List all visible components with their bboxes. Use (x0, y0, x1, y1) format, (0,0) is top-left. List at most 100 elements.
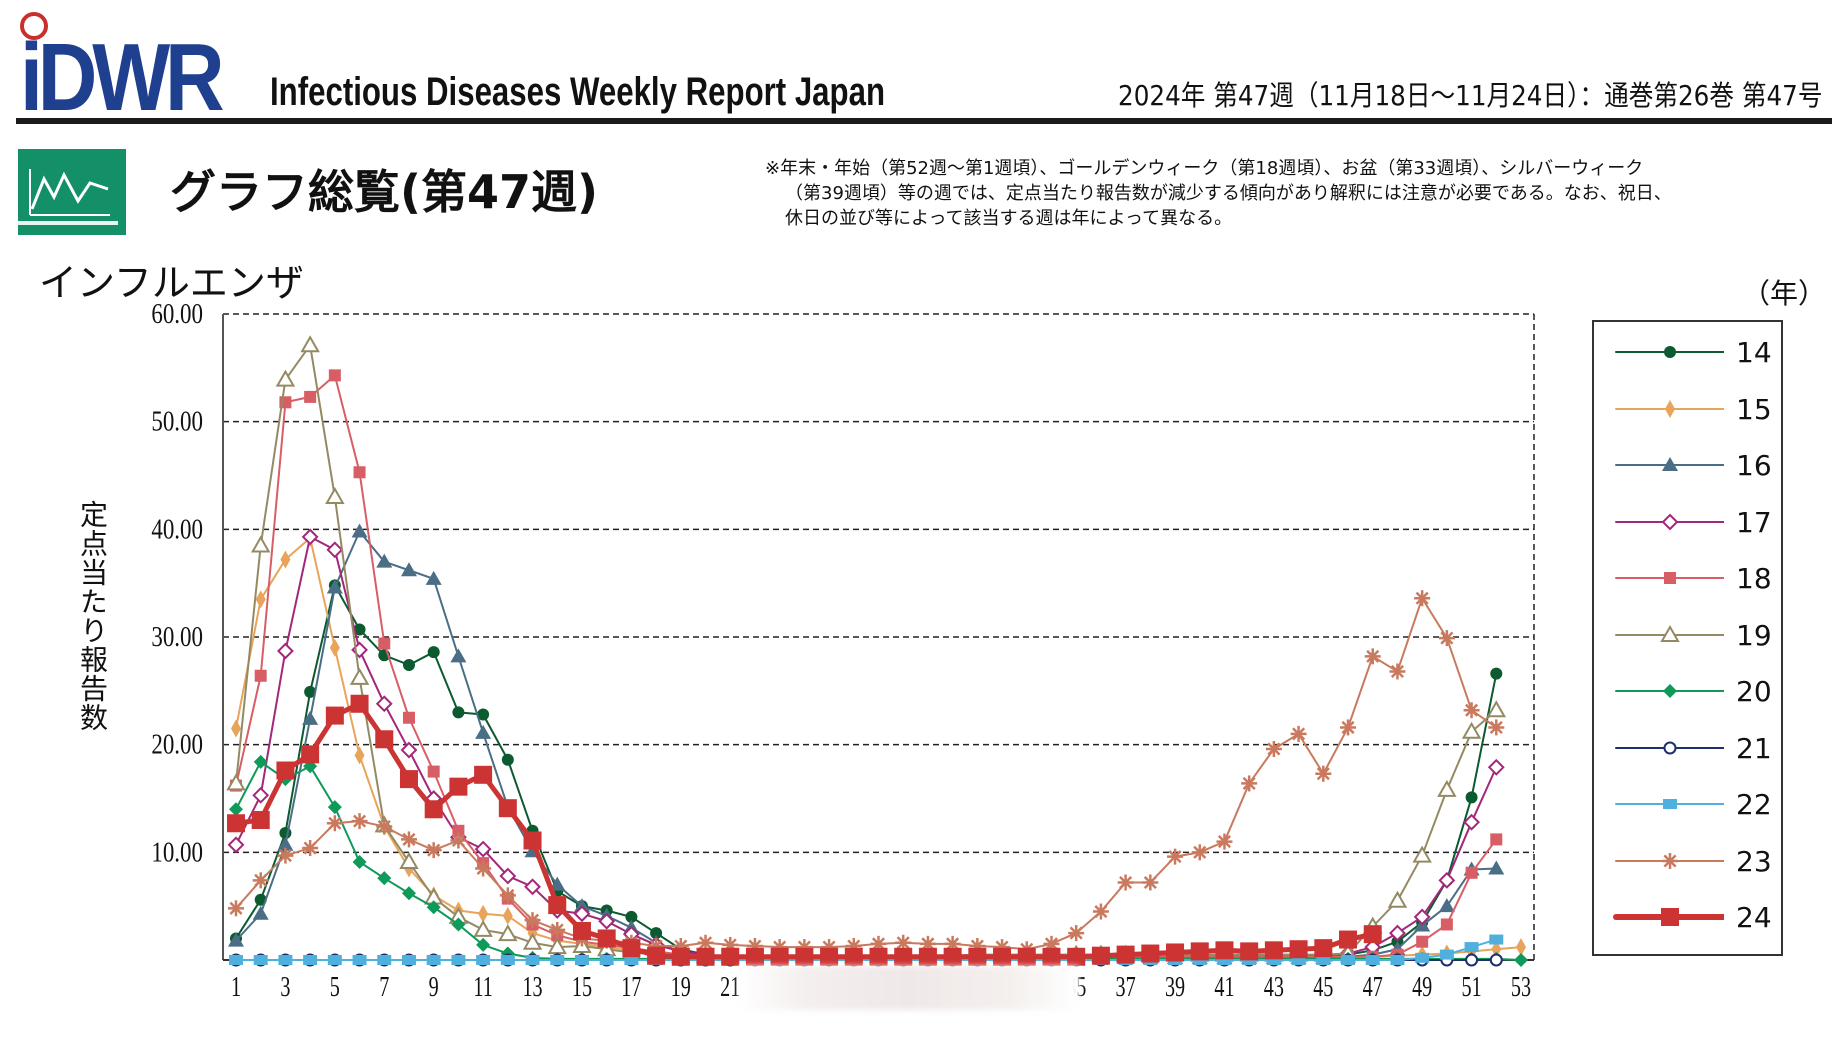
data-point (228, 900, 244, 917)
legend-label: 15 (1736, 392, 1772, 426)
data-point (1341, 955, 1356, 965)
legend-item-18: 18 (1594, 558, 1781, 598)
data-point (1490, 833, 1503, 846)
x-tick-label: 53 (1511, 972, 1531, 1003)
legend-swatch-square-icon (1615, 572, 1724, 584)
data-point (424, 800, 443, 819)
data-point (1438, 630, 1455, 647)
data-point (498, 799, 517, 818)
data-point (1439, 949, 1454, 960)
data-point (1314, 939, 1333, 958)
data-point (1486, 700, 1507, 718)
data-point (1489, 934, 1504, 945)
x-tick-label: 7 (379, 972, 389, 1003)
y-tick-label: 50.00 (151, 406, 203, 438)
x-tick-label: 19 (671, 972, 691, 1003)
graph-icon (18, 149, 126, 235)
data-point (1489, 953, 1503, 967)
data-point (1514, 953, 1528, 967)
data-point (477, 708, 490, 721)
series-24 (227, 694, 1382, 966)
data-point (574, 955, 589, 965)
data-point (548, 896, 567, 915)
legend-swatch-open-circle-icon (1615, 741, 1724, 754)
data-point (252, 905, 269, 920)
legend-label: 17 (1736, 505, 1772, 539)
data-point (1390, 955, 1405, 965)
data-point (304, 685, 317, 698)
data-point (622, 939, 641, 958)
data-point (401, 886, 416, 901)
data-point (1440, 918, 1453, 931)
data-point (647, 946, 666, 965)
data-point (1387, 890, 1408, 908)
data-point (277, 847, 294, 864)
data-point (276, 761, 295, 780)
report-title: Infectious Diseases Weekly Report Japan (270, 70, 886, 114)
data-point (1491, 940, 1502, 959)
data-point (326, 815, 343, 832)
data-point (229, 955, 243, 965)
header-rule (16, 118, 1832, 124)
legend-marker (1661, 908, 1679, 926)
data-point (326, 579, 343, 594)
data-point (1167, 848, 1184, 865)
data-point (304, 390, 317, 403)
issue-info: 2024年 第47週（11月18日〜11月24日）：通巻第26巻 第47号 (1117, 79, 1822, 112)
data-point (1416, 935, 1429, 948)
data-point (376, 553, 393, 568)
note-line: ※年末・年始（第52週〜第1週頃）、ゴールデンウィーク（第18週頃）、お盆（第3… (765, 158, 1644, 179)
data-point (500, 955, 515, 965)
legend-label: 20 (1736, 675, 1772, 708)
data-point (451, 917, 466, 932)
legend-label: 18 (1736, 562, 1772, 595)
data-point (1264, 941, 1283, 960)
data-point (328, 369, 341, 382)
series-line (235, 760, 1522, 961)
data-point (870, 935, 887, 952)
data-point (327, 955, 342, 965)
data-point (1461, 721, 1482, 739)
legend: 14 15 16 17 18 19 20 21 22 23 24 (1592, 320, 1783, 956)
legend-label: 22 (1736, 788, 1772, 821)
data-point (253, 754, 268, 769)
data-point (1215, 941, 1234, 960)
data-point (697, 934, 714, 951)
data-point (351, 523, 368, 538)
data-point (400, 741, 418, 759)
data-point (795, 947, 814, 966)
legend-swatch-open-triangle-icon (1615, 624, 1724, 642)
data-point (745, 947, 764, 966)
data-point (352, 855, 367, 870)
legend-label: 21 (1736, 731, 1772, 765)
data-point (350, 694, 369, 713)
data-point (353, 466, 366, 479)
data-point (625, 910, 638, 923)
legend-swatch-thin-diamond-icon (1615, 399, 1724, 418)
data-point (1092, 903, 1109, 920)
data-point (1364, 648, 1381, 665)
data-point (475, 860, 492, 877)
x-tick-label: 11 (473, 972, 492, 1003)
legend-item-19: 19 (1594, 615, 1781, 655)
chart-title: インフルエンザ (39, 261, 304, 305)
note-line: （第39週頃）等の週では、定点当たり報告数が減少する傾向があり解釈には注意が必要… (785, 183, 1672, 204)
legend-label: 23 (1736, 844, 1772, 878)
data-point (524, 878, 541, 896)
legend-swatch-wide-square-icon (1615, 799, 1724, 809)
data-point (624, 955, 639, 965)
legend-title: （年） (1742, 277, 1827, 310)
legend-marker (1663, 684, 1677, 698)
data-point (1291, 955, 1306, 965)
data-point (1413, 908, 1431, 926)
x-tick-label: 51 (1462, 972, 1482, 1003)
data-point (1067, 947, 1086, 966)
y-tick-label: 10.00 (151, 836, 203, 868)
x-tick-label: 37 (1116, 972, 1136, 1003)
data-point (449, 777, 468, 796)
data-point (427, 646, 440, 659)
data-point (1068, 925, 1085, 942)
series-16 (228, 523, 1505, 964)
x-tick-label: 43 (1264, 972, 1284, 1003)
data-point (353, 623, 366, 636)
